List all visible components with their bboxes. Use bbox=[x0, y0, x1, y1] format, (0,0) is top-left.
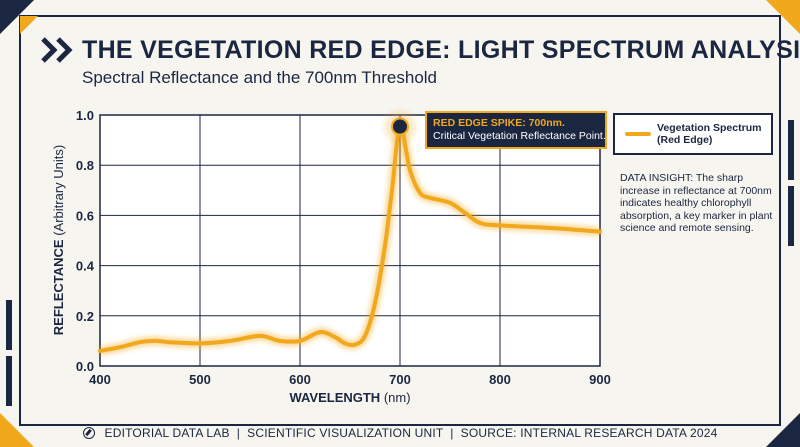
series-line-vegetation bbox=[98, 125, 602, 353]
x-tick-label: 800 bbox=[489, 372, 511, 387]
page-title: THE VEGETATION RED EDGE: LIGHT SPECTRUM … bbox=[82, 36, 800, 64]
compass-icon bbox=[82, 427, 95, 439]
x-axis-label-unit: (nm) bbox=[384, 390, 411, 405]
x-tick-label: 600 bbox=[289, 372, 311, 387]
y-tick-label: 0.4 bbox=[76, 259, 95, 274]
y-tick-label: 0.2 bbox=[76, 309, 94, 324]
x-tick-label: 900 bbox=[589, 372, 611, 387]
chart-legend: Vegetation Spectrum (Red Edge) bbox=[613, 113, 773, 155]
highlight-point bbox=[391, 117, 409, 136]
red-edge-callout: RED EDGE SPIKE: 700nm. Critical Vegetati… bbox=[425, 111, 607, 149]
x-tick-label: 500 bbox=[189, 372, 211, 387]
x-axis-ticks: 400 500 600 700 800 900 bbox=[89, 372, 611, 387]
y-axis-label: REFLECTANCE (Arbitrary Units) bbox=[51, 145, 66, 335]
page-subtitle: Spectral Reflectance and the 700nm Thres… bbox=[82, 68, 438, 87]
y-axis-ticks: 0.0 0.2 0.4 0.6 0.8 1.0 bbox=[76, 108, 95, 374]
y-tick-label: 1.0 bbox=[76, 108, 94, 123]
footer: EDITORIAL DATA LAB | SCIENTIFIC VISUALIZ… bbox=[0, 426, 800, 440]
legend-label: Vegetation Spectrum (Red Edge) bbox=[657, 122, 762, 146]
plot-area bbox=[99, 114, 601, 367]
x-axis-label: WAVELENGTH (nm) bbox=[289, 390, 410, 405]
callout-title: RED EDGE SPIKE: 700nm. bbox=[433, 117, 565, 129]
x-axis-label-bold: WAVELENGTH bbox=[289, 390, 380, 405]
grid-lines bbox=[100, 115, 600, 366]
y-axis-label-unit: (Arbitrary Units) bbox=[51, 145, 66, 236]
title-chevron-icon bbox=[41, 37, 73, 63]
y-axis-label-bold: REFLECTANCE bbox=[51, 239, 66, 335]
callout-text: Critical Vegetation Reflectance Point. bbox=[433, 130, 606, 142]
x-tick-label: 400 bbox=[89, 372, 111, 387]
x-tick-label: 700 bbox=[389, 372, 411, 387]
y-tick-label: 0.6 bbox=[76, 208, 94, 223]
y-tick-label: 0.0 bbox=[76, 359, 94, 374]
data-insight: DATA INSIGHT: The sharp increase in refl… bbox=[620, 172, 773, 235]
y-tick-label: 0.8 bbox=[76, 158, 94, 173]
footer-text: EDITORIAL DATA LAB | SCIENTIFIC VISUALIZ… bbox=[104, 426, 718, 440]
legend-swatch bbox=[625, 132, 651, 136]
